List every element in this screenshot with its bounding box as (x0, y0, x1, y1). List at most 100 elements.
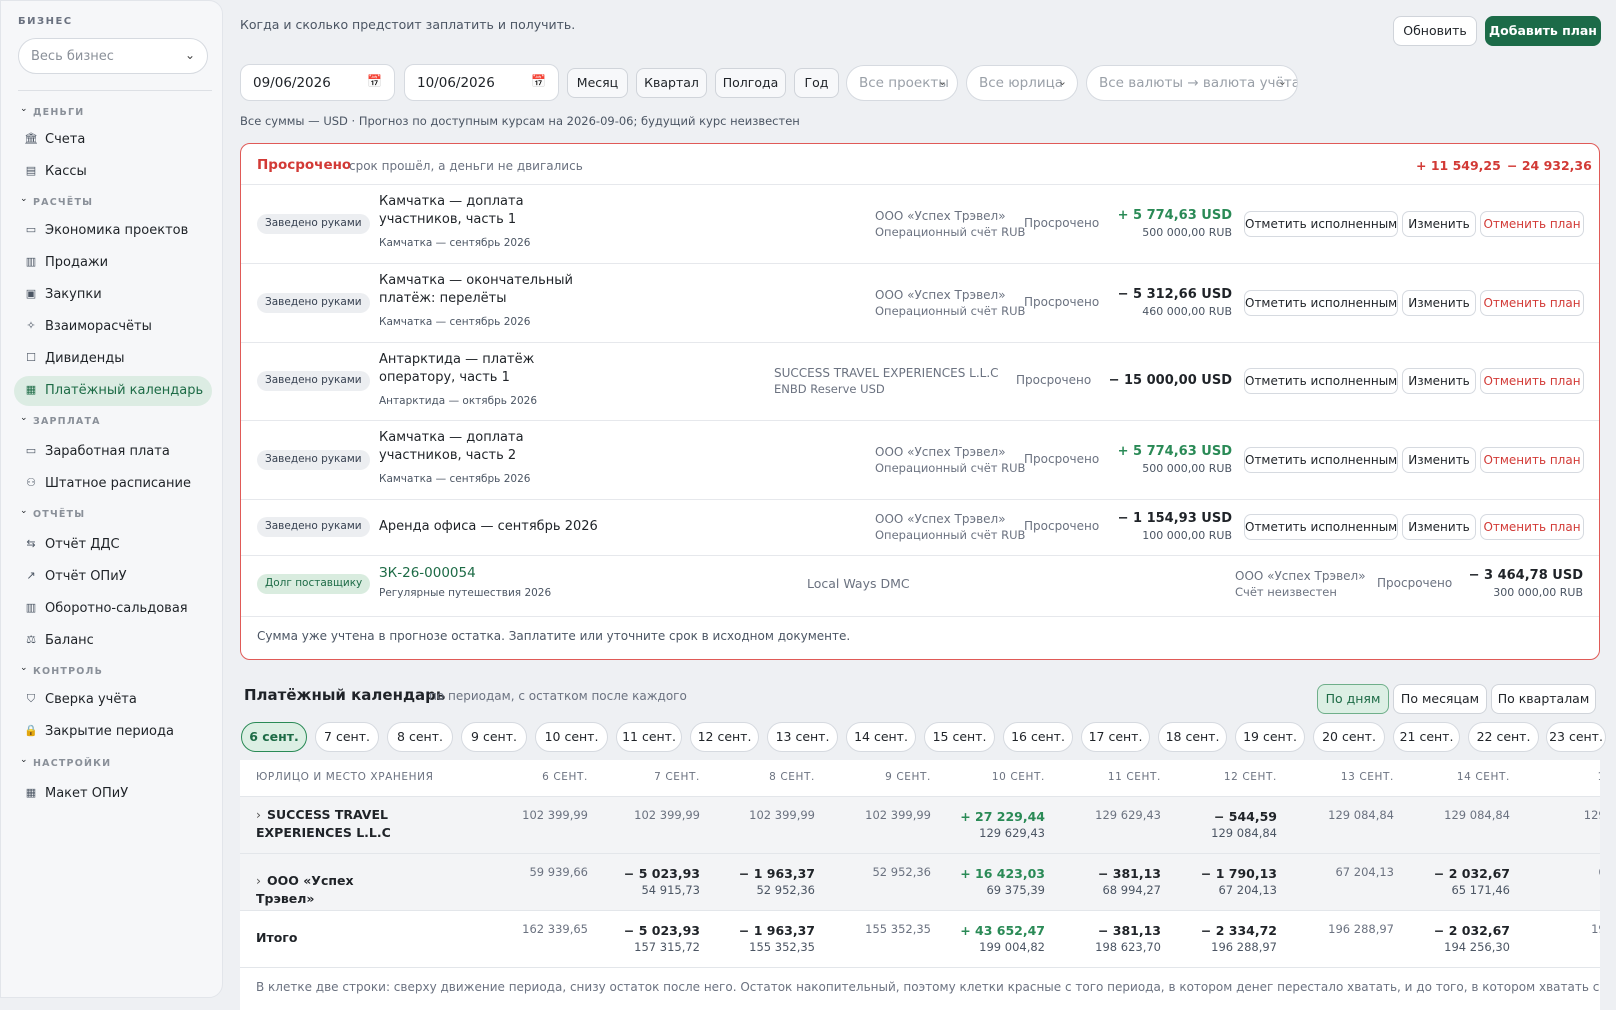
sidebar-item-label: Кассы (45, 164, 87, 179)
projects-select[interactable]: Все проекты ⌄ (846, 65, 958, 101)
table-cell: 52 952,36 (801, 864, 931, 881)
entities-select[interactable]: Все юрлица ⌄ (966, 65, 1078, 101)
sidebar-item[interactable]: ⚖ Баланс (14, 626, 212, 656)
day-tab[interactable]: 16 сент. (1003, 722, 1073, 752)
divider (241, 616, 1599, 617)
edit-button[interactable]: Изменить (1402, 514, 1476, 540)
amount: − 5 312,66 USD 460 000,00 RUB (1118, 286, 1232, 320)
column-header: 6 СЕНТ. (542, 771, 588, 783)
mark-done-button[interactable]: Отметить исполненным (1244, 289, 1398, 316)
edit-button[interactable]: Изменить (1402, 210, 1476, 237)
cancel-plan-button[interactable]: Отменить план (1480, 446, 1584, 473)
period-halfyear-button[interactable]: Полгода (715, 68, 786, 98)
day-tab[interactable]: 18 сент. (1158, 722, 1227, 752)
table-cell: 194 2 (1494, 921, 1600, 938)
entity-name: ООО «Успех Трэвел» (875, 208, 1006, 223)
sidebar-item[interactable]: ▣ Закупки (14, 280, 212, 310)
chevron-down-icon[interactable]: ⌄ (20, 104, 28, 114)
view-by-months-button[interactable]: По месяцам (1393, 684, 1487, 714)
cancel-plan-button[interactable]: Отменить план (1480, 368, 1584, 394)
day-tab[interactable]: 8 сент. (387, 722, 453, 752)
chevron-right-icon[interactable]: › (256, 807, 261, 822)
day-tab[interactable]: 12 сент. (690, 722, 759, 752)
sidebar-item[interactable]: ☐ Дивиденды (14, 344, 212, 374)
day-tab[interactable]: 7 сент. (315, 722, 379, 752)
sidebar-item[interactable]: ▥ Продажи (14, 248, 212, 278)
period-quarter-button[interactable]: Квартал (636, 68, 707, 98)
day-tab[interactable]: 21 сент. (1393, 722, 1460, 752)
column-header: 11 СЕНТ. (1107, 771, 1161, 783)
chevron-down-icon[interactable]: ⌄ (20, 506, 28, 516)
sidebar-item[interactable]: 🏛 Счета (14, 125, 212, 155)
view-by-days-button[interactable]: По дням (1317, 684, 1389, 714)
mark-done-button[interactable]: Отметить исполненным (1244, 514, 1398, 540)
edit-button[interactable]: Изменить (1402, 289, 1476, 316)
sidebar-item[interactable]: ↗ Отчёт ОПиУ (14, 562, 212, 592)
day-tab[interactable]: 23 сент. (1546, 722, 1606, 752)
date-from-input[interactable]: 09/06/2026 📅 (240, 64, 395, 101)
chevron-down-icon[interactable]: ⌄ (20, 663, 28, 673)
business-select[interactable]: Весь бизнес ⌄ (18, 38, 208, 74)
table-cell: + 43 652,47 199 004,82 (915, 922, 1045, 956)
day-tab[interactable]: 20 сент. (1313, 722, 1385, 752)
day-tab[interactable]: 19 сент. (1235, 722, 1305, 752)
edit-button[interactable]: Изменить (1402, 368, 1476, 394)
cancel-plan-button[interactable]: Отменить план (1480, 514, 1584, 540)
sidebar-item[interactable]: ▭ Заработная плата (14, 437, 212, 467)
chevron-down-icon[interactable]: ⌄ (20, 755, 28, 765)
entity-name: ООО «Успех Трэвел» (875, 512, 1006, 526)
document-link[interactable]: ЗК-26-000054 (379, 565, 476, 581)
day-tab[interactable]: 11 сент. (616, 722, 682, 752)
day-tab[interactable]: 22 сент. (1468, 722, 1539, 752)
entity-account: ООО «Успех Трэвел» Счёт неизвестен (1235, 568, 1366, 600)
sidebar-item[interactable]: ✧ Взаиморасчёты (14, 312, 212, 342)
edit-button[interactable]: Изменить (1402, 446, 1476, 473)
period-balance: 59 939,66 (529, 865, 588, 879)
table-cell: 129 084,84 (1380, 807, 1510, 824)
calendar-icon[interactable]: 📅 (367, 74, 382, 88)
date-to-input[interactable]: 10/06/2026 📅 (404, 64, 559, 101)
sidebar-item-label: Сверка учёта (45, 692, 137, 707)
day-tab[interactable]: 14 сент. (846, 722, 916, 752)
mark-done-button[interactable]: Отметить исполненным (1244, 368, 1398, 394)
day-tab[interactable]: 9 сент. (461, 722, 527, 752)
sidebar-item[interactable]: ⇆ Отчёт ДДС (14, 530, 212, 560)
square-icon: ☐ (26, 351, 36, 364)
sidebar-item[interactable]: ▭ Экономика проектов (14, 216, 212, 246)
sidebar-item-label: Взаиморасчёты (45, 319, 152, 334)
entity-name[interactable]: › ООО «Успех Трэвел» (256, 872, 416, 908)
sidebar-item[interactable]: ⛉ Сверка учёта (14, 685, 212, 715)
sidebar-item[interactable]: ⚇ Штатное расписание (14, 469, 212, 499)
amount-usd: − 15 000,00 USD (1108, 373, 1232, 388)
sidebar-item[interactable]: 🔒 Закрытие периода (14, 717, 212, 747)
refresh-button[interactable]: Обновить (1393, 16, 1477, 46)
period-balance: 129 08 (1583, 808, 1600, 822)
day-tab[interactable]: 10 сент. (535, 722, 608, 752)
sidebar-title: БИЗНЕС (18, 16, 73, 27)
sidebar-item[interactable]: ▤ Кассы (14, 157, 212, 187)
cancel-plan-button[interactable]: Отменить план (1480, 210, 1584, 237)
period-balance: 194 256,30 (1444, 940, 1510, 954)
period-balance: 52 952,36 (872, 865, 931, 879)
column-header: 14 СЕНТ. (1456, 771, 1510, 783)
calendar-icon[interactable]: 📅 (531, 74, 546, 88)
day-tab[interactable]: 6 сент. (241, 722, 307, 752)
mark-done-button[interactable]: Отметить исполненным (1244, 210, 1398, 237)
chevron-down-icon[interactable]: ⌄ (20, 413, 28, 423)
period-year-button[interactable]: Год (794, 68, 839, 98)
entity-name[interactable]: › SUCCESS TRAVEL EXPERIENCES L.L.C (256, 806, 416, 842)
sidebar-item[interactable]: ▦ Платёжный календарь (14, 376, 212, 406)
chevron-right-icon[interactable]: › (256, 873, 261, 888)
sidebar-item[interactable]: ▦ Макет ОПиУ (14, 779, 212, 809)
period-month-button[interactable]: Месяц (567, 68, 628, 98)
view-by-quarters-button[interactable]: По кварталам (1491, 684, 1596, 714)
day-tab[interactable]: 15 сент. (924, 722, 995, 752)
currencies-select[interactable]: Все валюты → валюта учёта ⌄ (1086, 65, 1298, 101)
day-tab[interactable]: 13 сент. (767, 722, 838, 752)
cancel-plan-button[interactable]: Отменить план (1480, 289, 1584, 316)
mark-done-button[interactable]: Отметить исполненным (1244, 446, 1398, 473)
day-tab[interactable]: 17 сент. (1081, 722, 1150, 752)
add-plan-button[interactable]: Добавить план (1485, 16, 1601, 46)
sidebar-item[interactable]: ▥ Оборотно-сальдовая (14, 594, 212, 624)
chevron-down-icon[interactable]: ⌄ (20, 194, 28, 204)
